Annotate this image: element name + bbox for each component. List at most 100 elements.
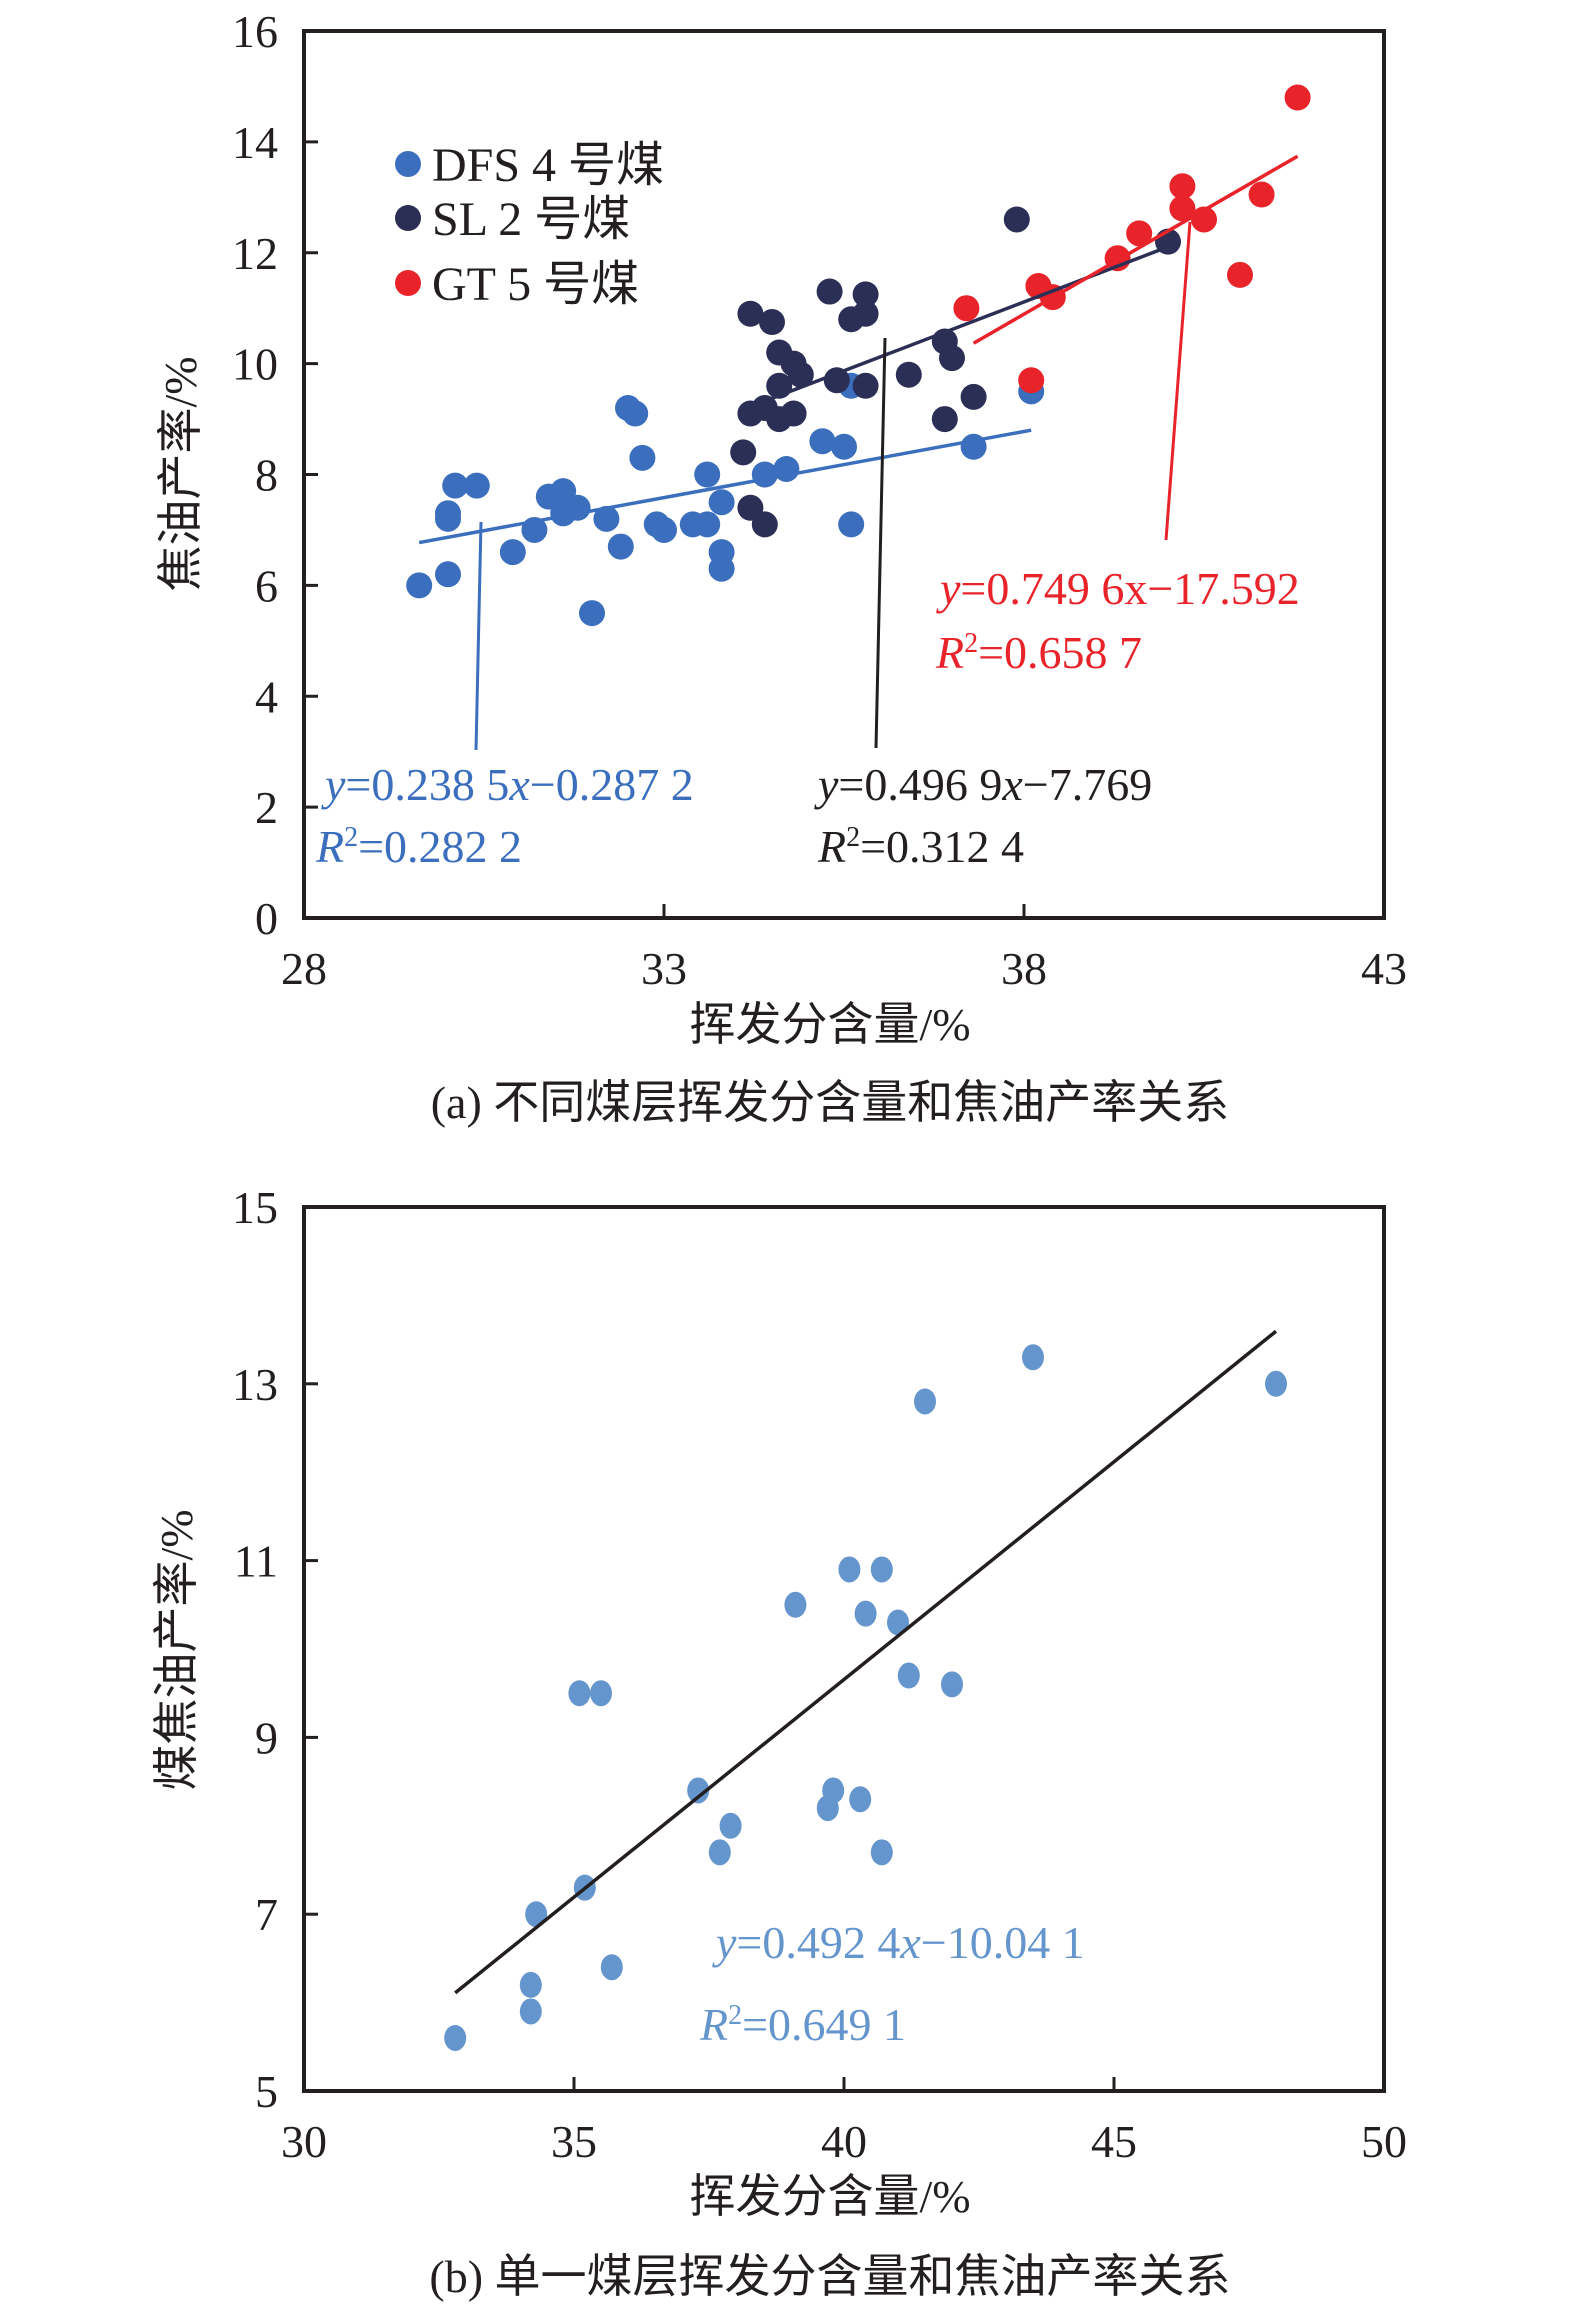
data-point	[787, 361, 814, 388]
data-point	[838, 1556, 861, 1583]
legend-marker-sl	[395, 205, 421, 231]
data-point	[887, 1609, 909, 1636]
r2-sl: R2=0.312 4	[817, 821, 1024, 872]
data-point	[759, 309, 785, 336]
data-point	[852, 300, 879, 327]
eq-coef: =0.238 5	[345, 759, 509, 810]
data-point	[568, 1680, 591, 1707]
x-tick-label: 35	[551, 2116, 597, 2167]
r2-sup: 2	[846, 822, 860, 853]
r2-var: R	[699, 1999, 728, 2050]
y-tick-label: 2	[255, 782, 278, 833]
legend-label-gt: GT 5 号煤	[432, 258, 639, 311]
data-point	[719, 1812, 742, 1839]
r2-value: =0.649 1	[742, 1999, 906, 2050]
data-point	[607, 533, 634, 560]
eq-intercept: −10.04 1	[921, 1917, 1085, 1968]
caption-a: (a) 不同煤层挥发分含量和焦油产率关系	[431, 1077, 1230, 1128]
chart-panel-a: 28 33 38 43 0 2 4 6 8 10 12 14 16 DFS 4 号煤 SL 2 号煤 G…	[155, 6, 1407, 1128]
equation-connector-gt	[1164, 221, 1192, 541]
data-point	[1003, 206, 1030, 233]
data-point	[622, 400, 649, 427]
trend-line	[749, 242, 1176, 409]
data-point	[1018, 367, 1045, 394]
equation-connector-sl	[874, 337, 887, 749]
data-point	[694, 461, 721, 488]
equation-gt: y=0.749 6x−17.592	[936, 563, 1300, 614]
chart-panel-b: 30 35 40 45 50 5 7 9 11 13 15 y=0.492 4x−10.04 1 R…	[151, 1182, 1407, 2302]
trend-lines-a	[418, 154, 1299, 545]
data-point	[590, 1680, 612, 1707]
trend-line	[418, 428, 1032, 545]
data-point	[1169, 173, 1196, 200]
eq-var-y: y	[936, 563, 961, 614]
data-point	[435, 561, 461, 588]
data-point	[463, 472, 490, 499]
data-point	[953, 295, 980, 322]
legend-marker-dfs	[395, 151, 421, 177]
data-point	[838, 511, 865, 538]
scatter-points-b	[444, 1344, 1287, 2051]
data-point	[579, 600, 605, 627]
y-tick-label: 6	[255, 560, 278, 611]
data-point	[870, 1839, 893, 1866]
y-tick-label: 5	[255, 2066, 278, 2117]
data-point	[751, 511, 778, 538]
data-point	[629, 444, 656, 471]
scatter-points-a	[406, 84, 1311, 627]
y-tick-label: 15	[232, 1182, 278, 1233]
x-tick-label: 50	[1361, 2116, 1407, 2167]
equation-dfs: y=0.238 5x−0.287 2	[321, 759, 694, 810]
eq-var-x: x	[508, 759, 530, 810]
x-tick-label: 43	[1361, 943, 1407, 994]
data-point	[737, 300, 764, 327]
data-point	[931, 406, 958, 433]
data-point	[823, 367, 850, 394]
data-point	[1284, 84, 1311, 111]
x-tick-label: 33	[641, 943, 687, 994]
x-axis-title-b: 挥发分含量/%	[689, 2171, 970, 2222]
data-point	[651, 516, 677, 543]
data-point	[435, 505, 461, 532]
legend-label-dfs: DFS 4 号煤	[432, 139, 664, 192]
data-point	[854, 1600, 877, 1627]
data-point	[708, 555, 735, 582]
y-axis-title-a: 焦油产率/%	[155, 356, 206, 591]
eq-coef: =0.492 4	[736, 1917, 900, 1968]
r2-value: =0.658 7	[978, 627, 1142, 678]
r2-var: R	[935, 627, 964, 678]
data-point	[941, 1671, 963, 1698]
eq-coef: =0.496 9	[838, 759, 1002, 810]
data-point	[442, 472, 469, 499]
legend-marker-gt	[395, 270, 421, 296]
data-point	[939, 345, 965, 372]
x-tick-label: 30	[281, 2116, 327, 2167]
r2-gt: R2=0.658 7	[935, 627, 1142, 678]
data-point	[499, 539, 526, 566]
r2-var: R	[817, 821, 846, 872]
data-point	[694, 511, 721, 538]
x-tick-label: 45	[1091, 2116, 1137, 2167]
data-point	[914, 1388, 936, 1415]
x-axis-title-a: 挥发分含量/%	[689, 999, 970, 1050]
eq-body: =0.749 6x−17.592	[960, 563, 1299, 614]
eq-intercept: −7.769	[1023, 759, 1152, 810]
data-point	[822, 1777, 845, 1804]
eq-var-x: x	[899, 1917, 921, 1968]
r2-sup: 2	[964, 628, 978, 659]
y-tick-label: 9	[255, 1712, 278, 1763]
y-tick-label: 12	[232, 228, 278, 279]
data-point	[406, 572, 433, 599]
data-point	[960, 383, 987, 410]
y-tick-label: 11	[234, 1536, 278, 1587]
data-point	[852, 372, 879, 399]
data-point	[1265, 1370, 1287, 1397]
equation-single: y=0.492 4x−10.04 1	[712, 1917, 1085, 1968]
y-tick-label: 4	[255, 671, 278, 722]
r2-value: =0.312 4	[860, 821, 1024, 872]
eq-var-x: x	[1001, 759, 1023, 810]
data-point	[730, 439, 757, 466]
eq-intercept: −0.287 2	[530, 759, 694, 810]
data-point	[519, 1998, 542, 2025]
data-point	[852, 281, 879, 308]
